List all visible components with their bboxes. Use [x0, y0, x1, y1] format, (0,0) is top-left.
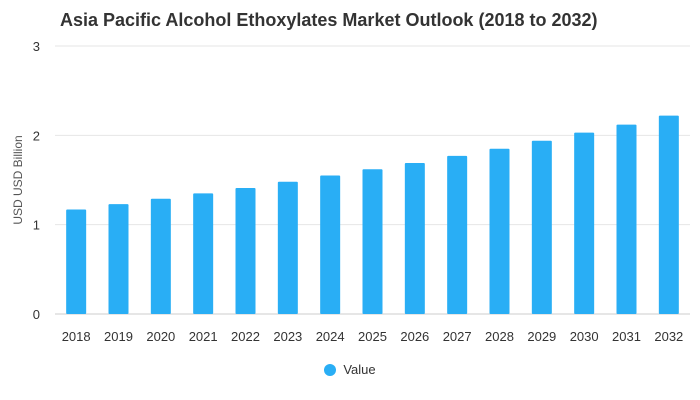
x-tick-label: 2026 — [400, 329, 429, 344]
legend-swatch — [324, 363, 337, 376]
legend[interactable]: Value — [0, 362, 700, 377]
bar-2026[interactable] — [404, 163, 425, 314]
bar-2028[interactable] — [489, 148, 510, 314]
bar-2018[interactable] — [66, 209, 87, 314]
x-tick-label: 2024 — [316, 329, 345, 344]
legend-label: Value — [343, 362, 376, 377]
x-tick-label: 2019 — [104, 329, 133, 344]
bar-2032[interactable] — [658, 115, 679, 315]
x-tick-label: 2031 — [612, 329, 641, 344]
y-axis-title: USD USD Billion — [11, 135, 25, 224]
x-tick-label: 2029 — [527, 329, 556, 344]
x-tick-label: 2025 — [358, 329, 387, 344]
y-tick-label: 2 — [33, 128, 40, 143]
bar-2031[interactable] — [616, 124, 637, 314]
bar-2021[interactable] — [193, 193, 214, 314]
bar-2019[interactable] — [108, 204, 129, 314]
x-tick-label: 2028 — [485, 329, 514, 344]
bar-2022[interactable] — [235, 188, 256, 314]
x-tick-label: 2018 — [62, 329, 91, 344]
x-tick-label: 2032 — [654, 329, 683, 344]
y-tick-label: 1 — [33, 218, 40, 233]
x-tick-label: 2023 — [273, 329, 302, 344]
bar-2027[interactable] — [447, 155, 468, 314]
x-tick-label: 2030 — [570, 329, 599, 344]
bars — [66, 115, 679, 315]
x-axis: 2018 2019 2020 2021 2022 2023 2024 2025 2026 2027… — [62, 329, 684, 344]
chart-title: Asia Pacific Alcohol Ethoxylates Market … — [60, 10, 598, 30]
x-tick-label: 2027 — [443, 329, 472, 344]
x-tick-label: 2022 — [231, 329, 260, 344]
y-tick-label: 0 — [33, 307, 40, 322]
y-tick-label: 3 — [33, 39, 40, 54]
bar-2029[interactable] — [531, 140, 552, 314]
bar-2025[interactable] — [362, 169, 383, 314]
y-axis: 0 1 2 3 — [33, 39, 40, 322]
bar-2020[interactable] — [150, 198, 171, 314]
x-tick-label: 2020 — [146, 329, 175, 344]
bar-2023[interactable] — [277, 181, 298, 314]
x-tick-label: 2021 — [189, 329, 218, 344]
bar-2030[interactable] — [574, 132, 595, 314]
bar-2024[interactable] — [320, 175, 341, 314]
